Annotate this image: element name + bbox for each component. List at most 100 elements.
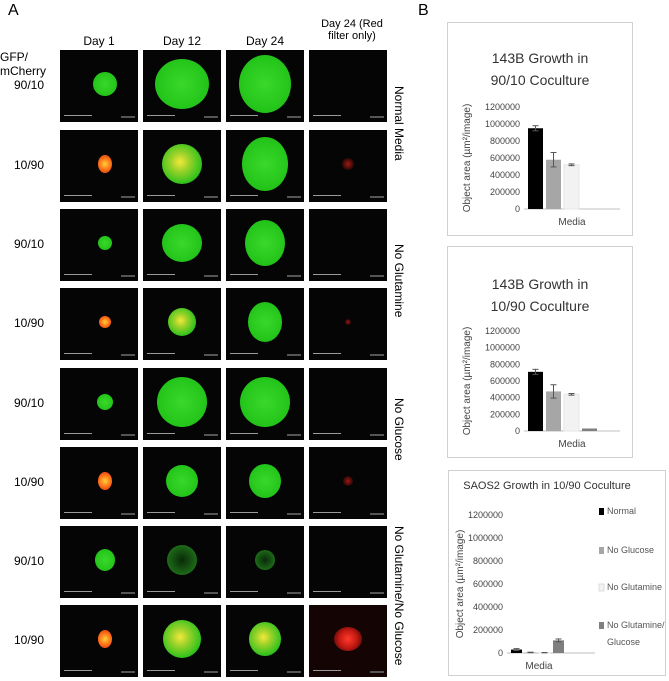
spheroid — [98, 472, 112, 490]
micrograph-cell — [143, 368, 221, 440]
condition-label-no-glutamine-no-glucose: No Glutamine/No Glucose — [392, 526, 406, 666]
chart-saos2-10-90: SAOS2 Growth in 10/90 Coculture 0 200000 40… — [448, 470, 669, 676]
spheroid — [345, 319, 351, 325]
micrograph-cell — [60, 526, 138, 598]
scale-bar — [230, 433, 258, 434]
micrograph-cell — [60, 50, 138, 122]
legend-swatch — [599, 547, 604, 554]
scale-bar — [230, 670, 258, 671]
row-label-ratio: 90/10 — [13, 396, 45, 410]
bar — [563, 164, 580, 210]
y-tick-label: 1000000 — [485, 119, 520, 129]
scale-label — [204, 275, 218, 277]
legend-swatch — [599, 508, 604, 515]
legend-swatch — [599, 622, 604, 629]
scale-label — [287, 671, 301, 673]
column-header-day1: Day 1 — [83, 34, 115, 48]
scale-label — [204, 354, 218, 356]
y-tick-label: 0 — [515, 204, 520, 214]
scale-bar — [230, 591, 258, 592]
micrograph-cell — [60, 130, 138, 202]
scale-bar — [64, 115, 92, 116]
y-tick-label: 400000 — [490, 393, 520, 403]
micrograph-cell — [226, 447, 304, 519]
row-label-ratio: 10/90 — [13, 158, 45, 172]
scale-bar — [230, 512, 258, 513]
scale-bar — [64, 512, 92, 513]
chart-title: SAOS2 Growth in 10/90 Coculture — [463, 480, 631, 492]
spheroid — [343, 476, 353, 486]
scale-label — [287, 513, 301, 515]
scale-bar — [313, 195, 341, 196]
scale-bar — [147, 433, 175, 434]
y-tick-label: 0 — [498, 648, 503, 658]
bar — [582, 428, 597, 431]
scale-label — [370, 275, 384, 277]
column-header-day12: Day 12 — [162, 34, 202, 48]
panel-b-letter: B — [418, 2, 429, 19]
spheroid — [168, 308, 196, 336]
scale-bar — [313, 512, 341, 513]
spheroid — [97, 394, 113, 410]
column-header-red-filter: Day 24 (Red filter only) — [306, 18, 398, 42]
spheroid — [157, 377, 207, 427]
scale-label — [370, 513, 384, 515]
micrograph-cell — [143, 288, 221, 360]
chart-saos2-10-90-svg: SAOS2 Growth in 10/90 Coculture 0 200000 40… — [455, 480, 669, 672]
y-axis-label: Object area (µm²/image) — [455, 530, 466, 639]
row-header-mcherry: mCherry — [0, 64, 47, 78]
micrograph-cell — [309, 368, 387, 440]
micrograph-cell — [143, 50, 221, 122]
y-tick-label: 0 — [515, 426, 520, 436]
spheroid — [162, 224, 202, 262]
scale-bar — [313, 274, 341, 275]
row-header: GFP/ mCherry — [0, 50, 46, 78]
y-tick-label: 1000000 — [468, 533, 503, 543]
scale-label — [121, 354, 135, 356]
micrograph-cell — [309, 50, 387, 122]
scale-label — [204, 513, 218, 515]
scale-label — [204, 671, 218, 673]
spheroid — [155, 59, 209, 109]
bar — [546, 391, 561, 431]
chart-title: 10/90 Coculture — [491, 298, 590, 314]
scale-label — [204, 196, 218, 198]
scale-bar — [64, 670, 92, 671]
scale-bar — [147, 591, 175, 592]
micrograph-cell — [309, 288, 387, 360]
y-tick-label: 1200000 — [468, 510, 503, 520]
spheroid — [98, 155, 112, 173]
y-tick-label: 800000 — [490, 136, 520, 146]
chart-143b-90-10-svg: 143B Growth in 90/10 Coculture 0 200000 4000… — [462, 50, 620, 228]
micrograph-cell — [226, 526, 304, 598]
y-tick-label: 400000 — [473, 602, 503, 612]
chart-143b-10-90: 143B Growth in 10/90 Coculture 0 200000 4000… — [447, 246, 633, 458]
scale-label — [121, 671, 135, 673]
micrograph-cell — [309, 605, 387, 677]
spheroid — [167, 545, 197, 575]
scale-bar — [147, 670, 175, 671]
spheroid — [98, 630, 112, 648]
scale-bar — [230, 115, 258, 116]
scale-label — [287, 434, 301, 436]
bar — [511, 649, 522, 653]
micrograph-cell — [60, 605, 138, 677]
spheroid — [255, 550, 275, 570]
spheroid — [245, 220, 285, 266]
spheroid — [95, 549, 115, 571]
legend-label: No Glutamine — [607, 582, 662, 592]
spheroid — [334, 627, 362, 651]
micrograph-cell — [60, 368, 138, 440]
micrograph-cell — [309, 526, 387, 598]
scale-bar — [64, 591, 92, 592]
panel-a-letter: A — [8, 2, 19, 19]
spheroid — [163, 620, 201, 658]
condition-label-no-glucose: No Glucose — [392, 398, 406, 461]
bar — [528, 371, 543, 431]
condition-label-normal: Normal Media — [392, 86, 406, 161]
micrograph-cell — [309, 209, 387, 281]
legend-label: Normal — [607, 506, 636, 516]
micrograph-cell — [60, 447, 138, 519]
micrograph-cell — [309, 447, 387, 519]
scale-bar — [147, 195, 175, 196]
